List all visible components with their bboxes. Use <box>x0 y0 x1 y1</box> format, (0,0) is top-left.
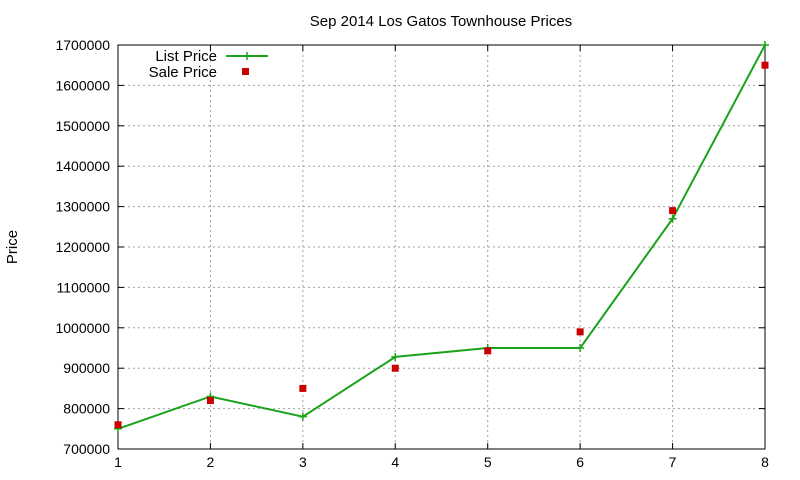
data-point-sale-price <box>576 328 584 336</box>
y-tick-label: 1400000 <box>55 158 110 174</box>
y-axis-ticks: 700000 800000 900000 1000000 1100000 1200000 1… <box>55 37 765 457</box>
y-tick-label: 1200000 <box>55 239 110 255</box>
data-point-sale-price <box>206 397 214 405</box>
legend-marker-sale-price <box>242 68 249 75</box>
y-tick-label: 1700000 <box>55 37 110 53</box>
legend-label-list-price: List Price <box>155 48 217 65</box>
y-tick-label: 900000 <box>63 360 110 376</box>
series-line-list-price <box>117 44 766 430</box>
y-tick-label: 1000000 <box>55 320 110 336</box>
y-tick-label: 800000 <box>63 401 110 417</box>
y-axis-label: Price <box>4 230 21 264</box>
x-tick-label: 6 <box>576 454 584 470</box>
y-tick-label: 1600000 <box>55 77 110 93</box>
series-layer <box>114 41 769 433</box>
x-tick-label: 8 <box>761 454 769 470</box>
x-tick-label: 3 <box>299 454 307 470</box>
data-point-list-price <box>576 344 585 352</box>
legend-plus-marker <box>243 52 251 60</box>
data-point-list-price <box>668 214 677 223</box>
grid <box>118 45 765 449</box>
plot-frame <box>117 44 766 450</box>
y-tick-label: 1100000 <box>57 279 111 295</box>
data-point-sale-price <box>484 347 492 355</box>
x-tick-label: 2 <box>207 454 215 470</box>
legend: List Price Sale Price <box>149 48 268 81</box>
data-point-sale-price <box>391 364 399 372</box>
legend-marker-list-price <box>243 52 251 60</box>
y-tick-label: 1500000 <box>55 118 110 134</box>
chart-title: Sep 2014 Los Gatos Townhouse Prices <box>310 13 572 30</box>
data-point-list-price <box>298 412 307 421</box>
x-axis-ticks: 1 2 3 4 5 6 7 8 <box>114 45 769 470</box>
data-point-sale-price <box>761 61 769 69</box>
x-tick-label: 1 <box>114 454 122 470</box>
x-tick-label: 7 <box>669 454 677 470</box>
y-tick-label: 1300000 <box>55 199 110 215</box>
data-point-sale-price <box>669 207 677 215</box>
data-point-list-price <box>761 41 769 49</box>
x-tick-label: 5 <box>484 454 492 470</box>
legend-label-sale-price: Sale Price <box>149 64 217 81</box>
y-tick-label: 700000 <box>63 441 110 457</box>
data-point-list-price <box>391 352 400 361</box>
x-tick-label: 4 <box>391 454 399 470</box>
data-point-sale-price <box>299 384 307 392</box>
data-point-sale-price <box>114 421 122 429</box>
